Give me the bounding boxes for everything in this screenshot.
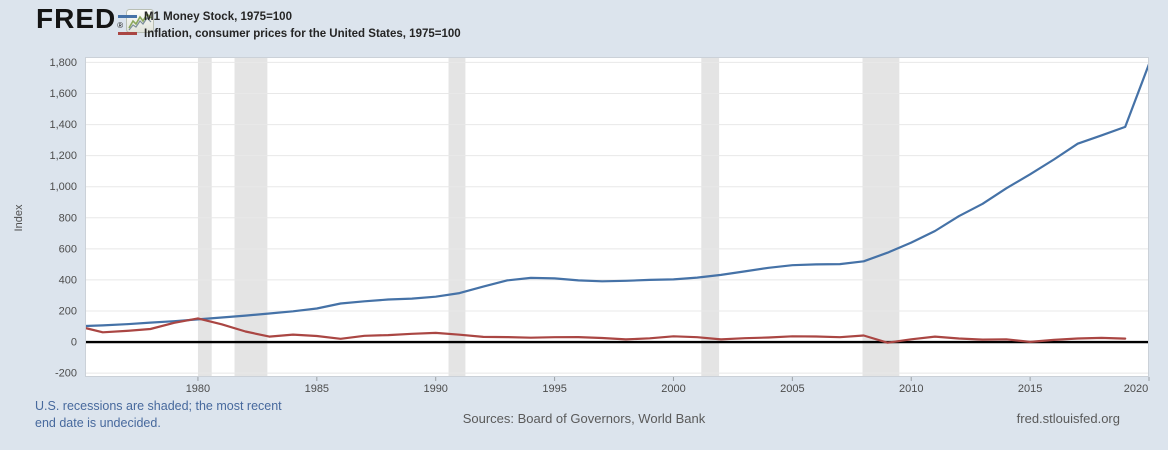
plot-border — [85, 57, 1149, 377]
legend-label-inflation: Inflation, consumer prices for the Unite… — [144, 27, 461, 40]
y-tick-label: 800 — [59, 212, 77, 224]
x-tick-label: 1985 — [305, 383, 329, 395]
recession-band — [448, 57, 466, 377]
recession-note-line-2: end date is undecided. — [35, 416, 161, 430]
x-tick-label: 2010 — [899, 383, 923, 395]
x-tick-label: 1980 — [186, 383, 210, 395]
chart-series — [85, 62, 1149, 344]
x-tick-label: 2020 — [1124, 383, 1148, 395]
y-axis-labels: -200 0 200 400 600 800 1,000 1,200 1,400 1,600 1,8… — [49, 57, 77, 380]
recession-bands — [197, 57, 900, 377]
fred-site-link[interactable]: fred.stlouisfed.org — [1016, 411, 1120, 426]
x-axis-labels: 1980 1985 1990 1995 2000 2005 2010 2015 2020 — [186, 383, 1149, 395]
inflation-series-line-marker — [118, 32, 137, 35]
x-tick-label: 2015 — [1018, 383, 1042, 395]
recession-note: U.S. recessions are shaded; the most rec… — [35, 398, 282, 432]
y-tick-label: 1,200 — [49, 150, 77, 162]
recession-band — [862, 57, 900, 377]
legend-item-inflation: Inflation, consumer prices for the Unite… — [118, 25, 461, 42]
y-tick-label: 0 — [71, 337, 77, 349]
recession-note-line-1: U.S. recessions are shaded; the most rec… — [35, 399, 282, 413]
series-line-m1 — [85, 62, 1149, 328]
y-axis-title: Index — [13, 204, 25, 231]
y-tick-label: 1,000 — [49, 181, 77, 193]
registered-trademark-mark: ® — [117, 21, 124, 30]
y-tick-label: 600 — [59, 243, 77, 255]
x-tick-label: 2000 — [661, 383, 685, 395]
x-tick-label: 1990 — [423, 383, 447, 395]
recession-band — [234, 57, 268, 377]
y-tick-label: -200 — [55, 368, 77, 380]
y-tick-label: 200 — [59, 305, 77, 317]
chart-legend: M1 Money Stock, 1975=100 Inflation, cons… — [118, 8, 461, 42]
fred-logo[interactable]: FRED ® — [36, 3, 155, 38]
legend-item-m1: M1 Money Stock, 1975=100 — [118, 8, 461, 25]
y-tick-label: 1,600 — [49, 88, 77, 100]
y-tick-label: 400 — [59, 274, 77, 286]
sources-text: Sources: Board of Governors, World Bank — [462, 411, 706, 426]
m1-series-line-marker — [118, 15, 137, 18]
x-tick-label: 2005 — [780, 383, 804, 395]
series-line-inflation — [85, 317, 1127, 344]
fred-logo-text: FRED — [36, 3, 117, 34]
x-tick-label: 1995 — [542, 383, 566, 395]
x-tick-marks — [197, 377, 1150, 381]
y-tick-label: 1,800 — [49, 57, 77, 69]
recession-band — [701, 57, 720, 377]
legend-label-m1: M1 Money Stock, 1975=100 — [144, 10, 292, 23]
recession-band — [197, 57, 212, 377]
y-tick-label: 1,400 — [49, 119, 77, 131]
